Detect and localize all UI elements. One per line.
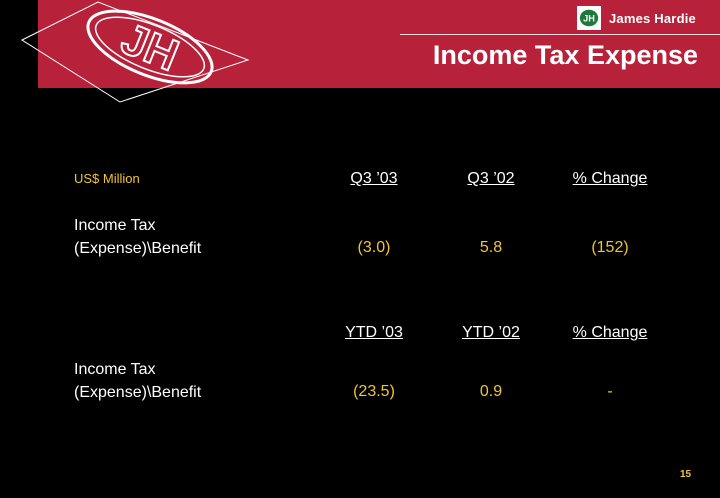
row-label-line1: Income Tax bbox=[74, 217, 156, 234]
unit-label: US$ Million bbox=[74, 171, 140, 186]
column-header-pct-change-ytd: % Change bbox=[572, 324, 648, 341]
row-label-line2: (Expense)\Benefit bbox=[74, 240, 202, 257]
brand-name: James Hardie bbox=[609, 10, 696, 26]
page-number: 15 bbox=[680, 469, 692, 480]
row-label-line2: (Expense)\Benefit bbox=[74, 384, 202, 401]
value-ytd-02: 0.9 bbox=[479, 383, 503, 400]
jh-logo: JH bbox=[20, 1, 250, 103]
column-header-pct-change: % Change bbox=[572, 170, 648, 187]
value-q3-02: 5.8 bbox=[479, 239, 503, 256]
row-label-line1: Income Tax bbox=[74, 361, 156, 378]
value-q3-03: (3.0) bbox=[357, 239, 391, 256]
column-header-q3-02: Q3 ’02 bbox=[467, 170, 515, 187]
logo-monogram: JH bbox=[115, 14, 186, 81]
value-pct-change: (152) bbox=[591, 239, 629, 256]
value-pct-change-ytd: - bbox=[607, 383, 613, 400]
column-header-ytd-02: YTD ’02 bbox=[462, 324, 520, 341]
column-header-ytd-03: YTD ’03 bbox=[345, 324, 403, 341]
column-header-q3-03: Q3 ’03 bbox=[350, 170, 398, 187]
header-divider bbox=[400, 34, 720, 35]
svg-text:JH: JH bbox=[583, 14, 595, 24]
page-title: Income Tax Expense bbox=[432, 40, 698, 70]
row-label-income-tax-ytd: Income Tax (Expense)\Benefit bbox=[74, 358, 201, 404]
value-ytd-03: (23.5) bbox=[353, 383, 395, 400]
row-label-income-tax: Income Tax (Expense)\Benefit bbox=[74, 214, 201, 260]
header-banner bbox=[38, 0, 720, 88]
brand: JH James Hardie bbox=[577, 6, 696, 30]
james-hardie-icon: JH bbox=[577, 6, 601, 30]
